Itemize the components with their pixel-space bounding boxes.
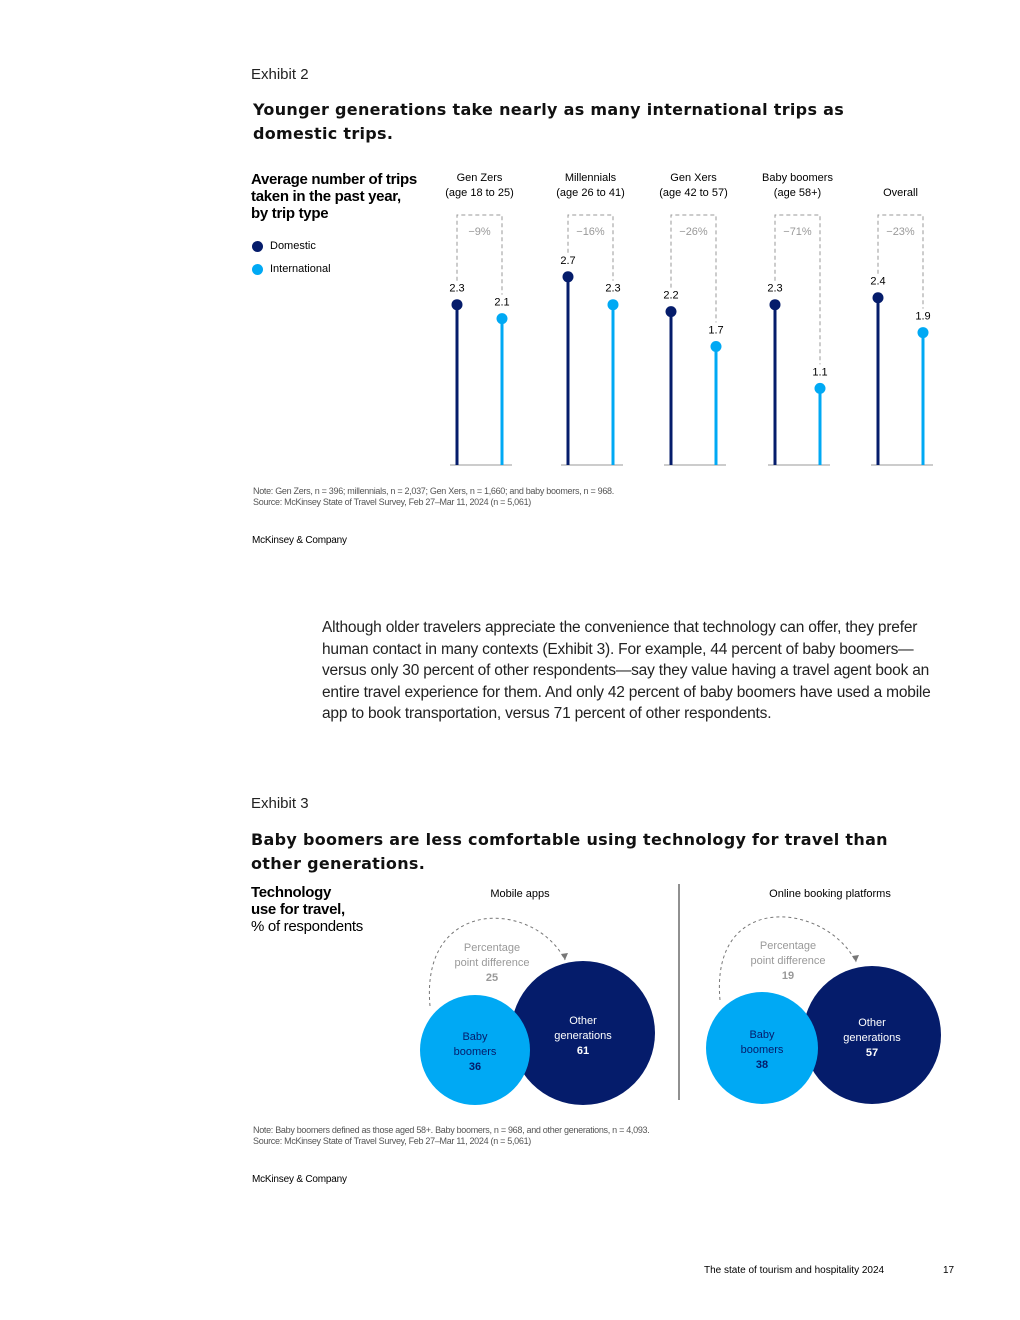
subtitle-line: use for travel, (251, 901, 345, 918)
exhibit3-label: Exhibit 3 (251, 795, 309, 812)
difference-label: −23% (886, 226, 915, 238)
exhibit2-label: Exhibit 2 (251, 66, 309, 83)
source: Source: McKinsey State of Travel Survey,… (253, 1136, 531, 1146)
domestic-point (562, 271, 574, 283)
baby-boomers-label: Baby (462, 1031, 488, 1043)
category-sublabel: (age 42 to 57) (659, 187, 728, 199)
exhibit2-title: Younger generations take nearly as many … (253, 100, 845, 143)
difference-caption: point difference (750, 955, 825, 967)
international-value-label: 2.1 (494, 297, 509, 309)
domestic-point (451, 299, 463, 311)
category-sublabel: (age 26 to 41) (556, 187, 625, 199)
baby-boomers-bubble (706, 992, 818, 1104)
other-generations-label: generations (843, 1032, 901, 1044)
category-label: Baby boomers (762, 172, 833, 184)
other-generations-value: 61 (577, 1045, 589, 1057)
exhibit3-subtitle: Technology use for travel, % of responde… (251, 884, 363, 935)
difference-bracket (456, 214, 503, 295)
domestic-value-label: 2.3 (449, 283, 464, 295)
trips-lollipop-chart: Gen Zers (age 18 to 25) −9% 2.3 2.1 Millennia… (445, 172, 933, 466)
difference-caption: point difference (454, 957, 529, 969)
other-generations-bubble (803, 966, 941, 1104)
difference-bracket (567, 214, 614, 281)
brand-logo: McKinsey & Company (252, 1174, 347, 1185)
international-point (710, 341, 722, 353)
difference-bracket (877, 214, 924, 309)
other-generations-value: 57 (866, 1047, 878, 1059)
difference-value: 19 (782, 970, 794, 982)
international-swatch-icon (252, 263, 263, 275)
source: Source: McKinsey State of Travel Survey,… (253, 497, 531, 507)
international-point (917, 327, 929, 339)
international-value-label: 2.3 (605, 283, 620, 295)
category-label: Gen Zers (457, 172, 503, 184)
note: Note: Gen Zers, n = 396; millennials, n … (253, 486, 614, 496)
subtitle-line: Average number of trips (251, 171, 417, 188)
other-generations-label: generations (554, 1030, 612, 1042)
international-point (607, 299, 619, 311)
page-number: 17 (943, 1265, 955, 1276)
subtitle-line: taken in the past year, (251, 188, 401, 205)
arrowhead-icon (561, 953, 568, 960)
subtitle-unit: % of respondents (251, 918, 363, 935)
difference-bracket (670, 214, 717, 323)
domestic-value-label: 2.7 (560, 255, 575, 267)
exhibit3-title: Baby boomers are less comfortable using … (251, 830, 888, 873)
other-generations-bubble (511, 961, 655, 1105)
baby-boomers-label: Baby (749, 1029, 775, 1041)
difference-label: −26% (679, 226, 708, 238)
difference-label: −16% (576, 226, 605, 238)
difference-bracket (774, 214, 821, 365)
international-value-label: 1.1 (812, 366, 827, 378)
panel-title: Mobile apps (490, 888, 550, 900)
difference-value: 25 (486, 972, 498, 984)
international-point (814, 382, 826, 394)
legend-domestic: Domestic (252, 240, 316, 252)
difference-label: −9% (468, 226, 491, 238)
category-sublabel: (age 58+) (774, 187, 821, 199)
exhibit3-notes: Note: Baby boomers defined as those aged… (253, 1125, 650, 1147)
baby-boomers-label: boomers (454, 1046, 497, 1058)
other-generations-label: Other (569, 1015, 597, 1027)
baby-boomers-label: boomers (741, 1044, 784, 1056)
difference-label: −71% (783, 226, 812, 238)
international-value-label: 1.7 (708, 325, 723, 337)
international-point (496, 313, 508, 325)
subtitle-line: Technology (251, 884, 332, 901)
note: Note: Baby boomers defined as those aged… (253, 1125, 650, 1135)
domestic-point (872, 292, 884, 304)
other-generations-label: Other (858, 1017, 886, 1029)
baby-boomers-value: 36 (469, 1061, 481, 1073)
legend-label: International (270, 263, 331, 275)
difference-caption: Percentage (464, 942, 520, 954)
exhibit2-notes: Note: Gen Zers, n = 396; millennials, n … (253, 486, 614, 508)
baby-boomers-bubble (420, 995, 530, 1105)
domestic-value-label: 2.2 (663, 290, 678, 302)
difference-arrow (718, 916, 857, 1001)
category-label: Millennials (565, 172, 617, 184)
domestic-value-label: 2.4 (870, 276, 885, 288)
difference-arrow (428, 917, 566, 1007)
brand-logo: McKinsey & Company (252, 535, 347, 546)
footer-title: The state of tourism and hospitality 202… (704, 1265, 885, 1276)
domestic-value-label: 2.3 (767, 283, 782, 295)
arrowhead-icon (852, 955, 859, 962)
legend-international: International (252, 263, 331, 275)
domestic-point (769, 299, 781, 311)
category-sublabel: (age 18 to 25) (445, 187, 514, 199)
panel-title: Online booking platforms (769, 888, 891, 900)
exhibit2-subtitle: Average number of trips taken in the pas… (251, 171, 417, 222)
legend-label: Domestic (270, 240, 316, 252)
baby-boomers-value: 38 (756, 1059, 768, 1071)
category-label: Gen Xers (670, 172, 717, 184)
international-value-label: 1.9 (915, 311, 930, 323)
difference-caption: Percentage (760, 940, 816, 952)
domestic-point (665, 306, 677, 318)
technology-bubble-chart: Mobile apps Percentage point difference 25 B… (420, 884, 941, 1105)
category-label: Overall (883, 187, 918, 199)
body-paragraph: Although older travelers appreciate the … (322, 619, 931, 723)
domestic-swatch-icon (252, 240, 263, 252)
subtitle-line: by trip type (251, 205, 329, 222)
